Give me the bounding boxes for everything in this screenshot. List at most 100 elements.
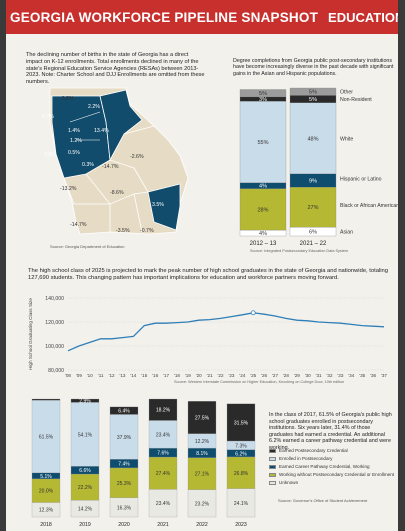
degree-bar-value: 5% [259,91,267,97]
postsecondary-bar-value: 25.3% [117,481,132,487]
line-x-tick: '29 [294,373,300,378]
postsecondary-category-label: 2022 [196,522,208,528]
degree-description: Degree completions from Georgia public p… [233,58,394,77]
degree-series-label: Asian [340,230,353,236]
line-x-tick: '32 [327,373,333,378]
postsecondary-bar-value: 23.2% [195,501,210,507]
line-x-tick: '25 [250,373,256,378]
legend-item: Earned Career Pathway Credential, Workin… [269,464,395,469]
line-x-tick: '26 [261,373,267,378]
postsecondary-bar-segment [187,401,217,434]
degree-bar-value: 5% [309,97,317,103]
legend-label: Enrolled in Postsecondary [279,455,333,461]
line-x-tick: '12 [109,373,115,378]
line-x-tick: '36 [370,373,376,378]
postsecondary-bar-value: 6.4% [118,409,130,415]
postsecondary-bar-value: 16.3% [117,505,132,511]
postsecondary-bar-value: 8.1% [196,451,208,457]
legend-label: Unknown [279,479,299,485]
postsecondary-bar-value: 26.8% [234,471,249,477]
map-region-label: 13.4% [94,128,109,134]
line-x-tick: '08 [65,373,71,378]
legend-item: Working without Postsecondary Credential… [269,472,395,477]
map-region-label: 0.7% [42,114,54,120]
legend-swatch [269,472,276,477]
map-region-label: -3.5% [116,228,130,234]
line-x-tick: '22 [218,373,224,378]
line-x-tick: '37 [381,373,387,378]
georgia-map: -0.8% 2.2% 0.7% 1.4% 13.4% 1.2% 3.8% 0.5%0.3% -1… [42,87,189,235]
postsecondary-bar-segment [226,456,256,489]
postsecondary-legend: Earned Postsecondary Credential Enrolled … [269,448,395,488]
line-x-tick: '09 [76,373,82,378]
map-region-label: -8.6% [110,190,124,196]
line-x-tick: '16 [152,373,158,378]
legend-swatch [269,464,276,469]
degree-bar-segment [289,87,337,96]
degree-bar-value: 55% [257,140,268,146]
line-y-tick: 120,000 [45,320,64,326]
line-x-tick: '17 [163,373,169,378]
postsecondary-bar-segment [148,398,178,421]
postsecondary-bar-value: 12.3% [39,508,54,514]
map-region-label: 0.5% [68,150,80,156]
postsecondary-bar-value: 14.2% [78,507,93,513]
postsecondary-category-label: 2023 [235,522,247,528]
degree-series-label: White [340,136,353,142]
postsecondary-category-label: 2018 [40,522,52,528]
postsecondary-bar-value: 31.5% [234,420,249,426]
degree-bar-value: 3% [259,97,267,103]
postsecondary-bar-value: 37.9% [117,435,132,441]
map-region-label: 3.5% [152,202,164,208]
postsecondary-bar-value: 22.2% [78,485,93,491]
degree-bar-value: 4% [259,184,267,190]
postsecondary-bar-segment [226,488,256,518]
postsecondary-bar-value: 2.9% [79,399,91,405]
postsecondary-bar-segment [31,400,61,474]
degree-series-label: Non-Resident [340,97,372,103]
postsecondary-bar-segment [226,403,256,442]
postsecondary-bar-value: 7.3% [235,443,247,449]
postsecondary-bar-segment [70,402,100,467]
degree-bar-value: 27% [307,205,318,211]
line-y-tick: 80,000 [48,368,64,374]
degree-category-label: 2012 – 13 [250,241,277,247]
line-source: Source: Western Interstate Commission on… [174,380,344,384]
postsecondary-bar-value: 27.5% [195,415,210,421]
northeast-region [99,89,143,162]
legend-label: Earned Postsecondary Credential [279,448,348,453]
postsecondary-bar-segment [31,398,61,401]
graduates-line [67,312,385,352]
map-region-label: 1.4% [68,128,80,134]
map-region-label: 0.3% [82,162,94,168]
postsecondary-bar-value: 54.1% [78,432,93,438]
line-x-tick: '10 [87,373,93,378]
degree-source: Source: Integrated Postsecondary Educati… [250,249,348,253]
line-x-tick: '28 [283,373,289,378]
degree-series-label: Hispanic or Latino [340,177,382,183]
line-x-tick: '27 [272,373,278,378]
degree-series-label: Black or African American [340,203,398,209]
infographic-page: GEORGIA WORKFORCE PIPELINE SNAPSHOT EDUC… [6,0,398,531]
line-x-tick: '20 [196,373,202,378]
page-title: GEORGIA WORKFORCE PIPELINE SNAPSHOT [10,9,319,25]
legend-swatch [269,449,276,453]
line-y-tick: 100,000 [45,344,64,350]
degree-bar-value: 4% [259,231,267,237]
postsecondary-bar-value: 24.1% [234,501,249,507]
map-source: Source: Georgia Department of Education [50,244,125,249]
degree-bar-segment [239,89,287,98]
line-x-tick: '19 [185,373,191,378]
postsecondary-bar-segment [109,406,139,415]
map-description: The declining number of births in the st… [26,52,205,86]
map-region-label: -2.6% [130,154,144,160]
postsecondary-bar-value: 7.4% [118,462,130,468]
map-region-label: -0.8% [60,96,74,102]
line-x-tick: '18 [174,373,180,378]
line-x-tick: '35 [359,373,365,378]
map-region-label: 3.8% [44,152,56,158]
postsecondary-bar-value: 6.6% [79,468,91,474]
page-header: GEORGIA WORKFORCE PIPELINE SNAPSHOT EDUC… [6,0,398,34]
line-x-tick: '24 [239,373,245,378]
degree-bar-segment [239,188,287,231]
